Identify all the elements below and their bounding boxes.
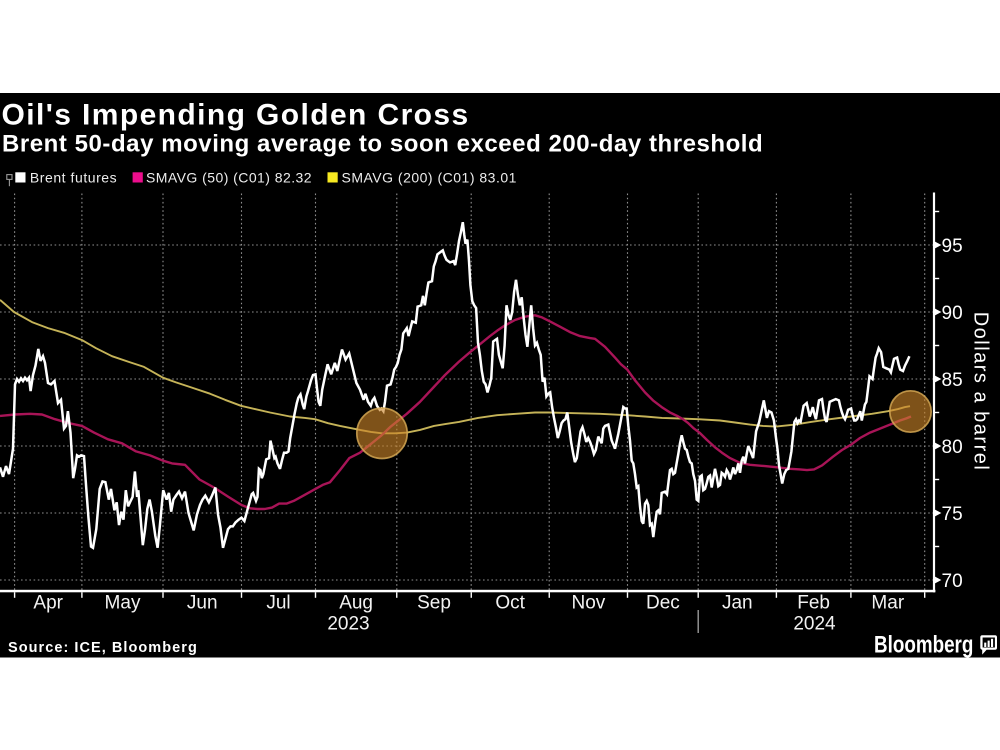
svg-text:Feb: Feb xyxy=(797,593,830,614)
svg-text:Jun: Jun xyxy=(187,593,218,614)
svg-text:75: 75 xyxy=(942,504,963,525)
svg-text:70: 70 xyxy=(942,571,963,592)
svg-text:Source: ICE, Bloomberg: Source: ICE, Bloomberg xyxy=(8,640,198,656)
svg-text:Sep: Sep xyxy=(417,593,451,614)
svg-text:Mar: Mar xyxy=(871,593,904,614)
svg-text:Brent 50-day moving average to: Brent 50-day moving average to soon exce… xyxy=(2,131,763,158)
svg-text:Dec: Dec xyxy=(646,593,680,614)
svg-text:Oil's Impending Golden Cross: Oil's Impending Golden Cross xyxy=(2,99,470,132)
svg-text:May: May xyxy=(105,593,141,614)
svg-text:Nov: Nov xyxy=(572,593,606,614)
svg-text:Apr: Apr xyxy=(33,593,63,614)
svg-text:90: 90 xyxy=(942,303,963,324)
svg-text:Bloomberg: Bloomberg xyxy=(874,630,973,658)
svg-text:2024: 2024 xyxy=(793,614,836,635)
svg-text:Jul: Jul xyxy=(266,593,290,614)
svg-text:SMAVG (200) (C01) 83.01: SMAVG (200) (C01) 83.01 xyxy=(342,170,517,186)
svg-text:Oct: Oct xyxy=(495,593,525,614)
svg-text:SMAVG (50) (C01) 82.32: SMAVG (50) (C01) 82.32 xyxy=(146,170,312,186)
svg-text:Jan: Jan xyxy=(722,593,753,614)
svg-text:Aug: Aug xyxy=(339,593,373,614)
svg-text:Dollars a barrel: Dollars a barrel xyxy=(970,312,992,472)
svg-text:80: 80 xyxy=(942,437,963,458)
svg-text:95: 95 xyxy=(942,236,963,257)
svg-text:Brent futures: Brent futures xyxy=(30,170,117,186)
svg-text:2023: 2023 xyxy=(327,614,369,635)
svg-text:85: 85 xyxy=(942,370,963,391)
